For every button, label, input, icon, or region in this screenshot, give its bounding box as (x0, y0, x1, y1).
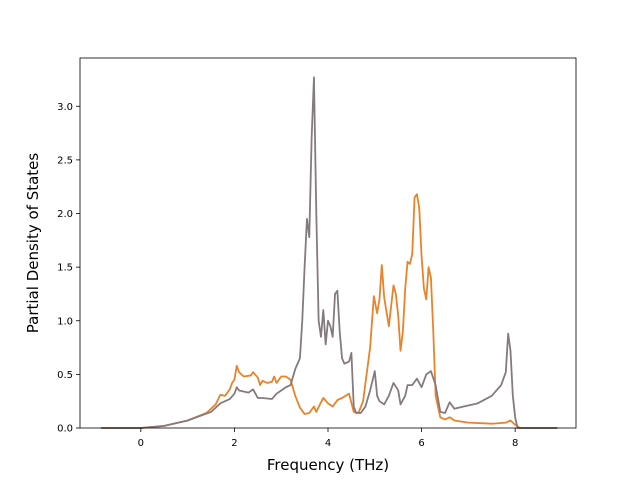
x-tick-label: 8 (512, 438, 518, 449)
series-layer (101, 76, 558, 429)
y-axis-title: Partial Density of States (24, 153, 42, 334)
y-tick-label: 3.0 (57, 102, 73, 113)
x-axis-title: Frequency (THz) (267, 456, 389, 474)
y-tick-label: 0.5 (57, 370, 73, 381)
x-tick-label: 2 (231, 438, 237, 449)
y-tick-label: 1.5 (57, 263, 73, 274)
x-tick-label: 6 (418, 438, 424, 449)
y-tick-label: 2.0 (57, 209, 73, 220)
y-tick-label: 2.5 (57, 155, 73, 166)
y-tick-label: 1.0 (57, 316, 73, 327)
x-tick-label: 4 (325, 438, 331, 449)
y-axis: 0.0 0.5 1.0 1.5 2.0 2.5 3.0 (57, 102, 80, 435)
y-tick-label: 0.0 (57, 424, 73, 435)
x-tick-label: 0 (138, 438, 144, 449)
series-line-1 (101, 76, 558, 429)
series-line-0 (101, 193, 558, 429)
x-axis: 0 2 4 6 8 (138, 428, 518, 449)
